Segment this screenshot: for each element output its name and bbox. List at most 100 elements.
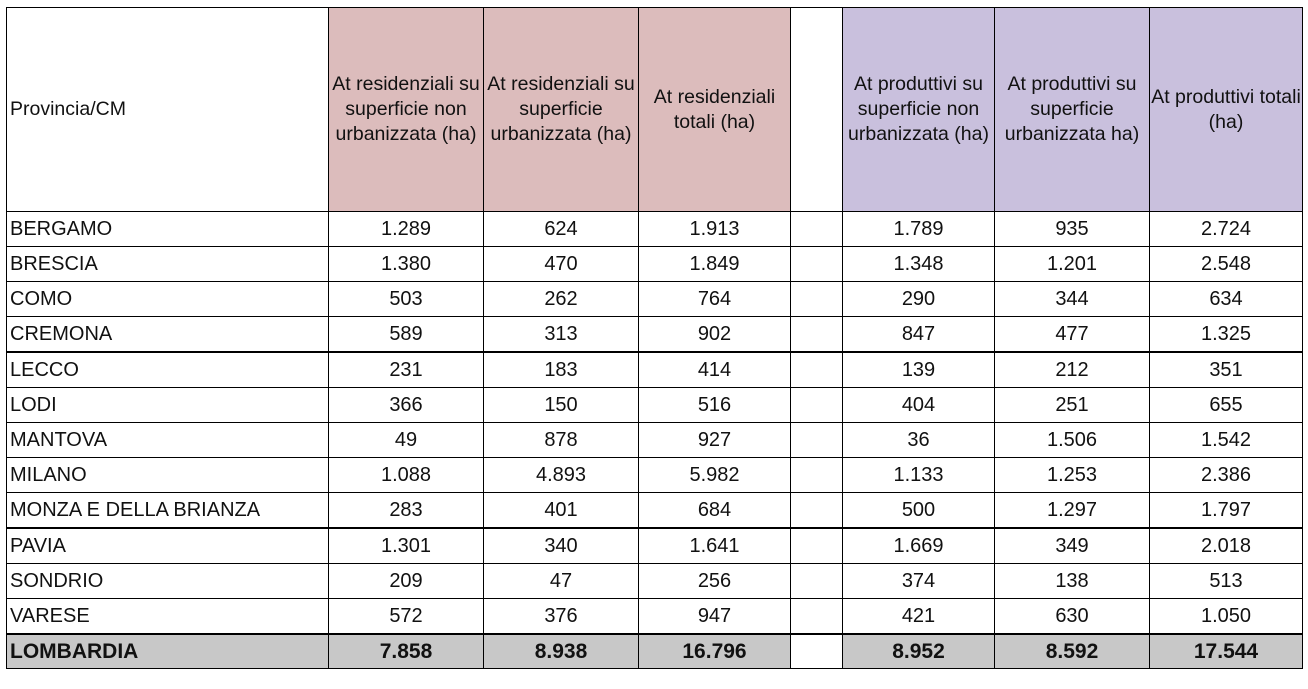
cell-res-non-urb: 231 bbox=[328, 351, 484, 388]
cell-prod-non-urb: 1.669 bbox=[842, 527, 995, 564]
table-row: MILANO 1.088 4.893 5.982 1.133 1.253 2.3… bbox=[6, 457, 1303, 493]
cell-res-urb: 401 bbox=[483, 492, 639, 529]
cell-provincia: VARESE bbox=[6, 598, 329, 635]
cell-prod-urb: 212 bbox=[994, 351, 1150, 388]
cell-res-urb: 313 bbox=[483, 316, 639, 353]
cell-prod-urb: 138 bbox=[994, 563, 1150, 599]
cell-res-tot: 684 bbox=[638, 492, 791, 529]
cell-spacer bbox=[790, 281, 843, 317]
cell-provincia: BERGAMO bbox=[6, 211, 329, 247]
cell-spacer bbox=[790, 563, 843, 599]
cell-prod-non-urb: 36 bbox=[842, 422, 995, 458]
cell-total-prod-tot: 17.544 bbox=[1149, 633, 1303, 669]
cell-res-non-urb: 1.289 bbox=[328, 211, 484, 247]
cell-res-urb: 624 bbox=[483, 211, 639, 247]
table-row: BERGAMO 1.289 624 1.913 1.789 935 2.724 bbox=[6, 211, 1303, 247]
cell-res-urb: 150 bbox=[483, 387, 639, 423]
header-res-totali: At residenziali totali (ha) bbox=[638, 7, 791, 212]
cell-spacer bbox=[790, 598, 843, 635]
table-row: CREMONA 589 313 902 847 477 1.325 bbox=[6, 316, 1303, 353]
cell-prod-urb: 1.253 bbox=[994, 457, 1150, 493]
cell-res-urb: 340 bbox=[483, 527, 639, 564]
cell-res-tot: 516 bbox=[638, 387, 791, 423]
cell-prod-tot: 655 bbox=[1149, 387, 1303, 423]
cell-res-non-urb: 283 bbox=[328, 492, 484, 529]
data-table-container: Provincia/CM At residenziali su superfic… bbox=[6, 7, 1303, 669]
cell-prod-non-urb: 1.133 bbox=[842, 457, 995, 493]
cell-prod-non-urb: 500 bbox=[842, 492, 995, 529]
cell-res-tot: 764 bbox=[638, 281, 791, 317]
table-row: LECCO 231 183 414 139 212 351 bbox=[6, 351, 1303, 388]
header-row: Provincia/CM At residenziali su superfic… bbox=[6, 7, 1303, 212]
cell-prod-urb: 1.201 bbox=[994, 246, 1150, 282]
data-table: Provincia/CM At residenziali su superfic… bbox=[6, 7, 1303, 669]
table-header: Provincia/CM At residenziali su superfic… bbox=[6, 7, 1303, 212]
header-res-urbanizzata: At residenziali su superficie urbanizzat… bbox=[483, 7, 639, 212]
cell-res-tot: 414 bbox=[638, 351, 791, 388]
cell-res-urb: 47 bbox=[483, 563, 639, 599]
cell-res-non-urb: 572 bbox=[328, 598, 484, 635]
cell-prod-tot: 2.018 bbox=[1149, 527, 1303, 564]
cell-total-prod-urb: 8.592 bbox=[994, 633, 1150, 669]
cell-prod-non-urb: 1.789 bbox=[842, 211, 995, 247]
table-row: MANTOVA 49 878 927 36 1.506 1.542 bbox=[6, 422, 1303, 458]
cell-prod-urb: 1.506 bbox=[994, 422, 1150, 458]
cell-prod-tot: 1.050 bbox=[1149, 598, 1303, 635]
cell-prod-non-urb: 1.348 bbox=[842, 246, 995, 282]
cell-res-urb: 470 bbox=[483, 246, 639, 282]
cell-prod-non-urb: 404 bbox=[842, 387, 995, 423]
cell-res-non-urb: 366 bbox=[328, 387, 484, 423]
cell-prod-tot: 634 bbox=[1149, 281, 1303, 317]
cell-spacer bbox=[790, 316, 843, 353]
cell-prod-urb: 477 bbox=[994, 316, 1150, 353]
cell-prod-tot: 1.325 bbox=[1149, 316, 1303, 353]
cell-spacer bbox=[790, 387, 843, 423]
cell-provincia: SONDRIO bbox=[6, 563, 329, 599]
cell-prod-tot: 2.548 bbox=[1149, 246, 1303, 282]
cell-res-non-urb: 1.088 bbox=[328, 457, 484, 493]
cell-prod-tot: 2.386 bbox=[1149, 457, 1303, 493]
cell-total-label: LOMBARDIA bbox=[6, 633, 329, 669]
cell-spacer bbox=[790, 351, 843, 388]
cell-res-tot: 1.641 bbox=[638, 527, 791, 564]
cell-res-urb: 262 bbox=[483, 281, 639, 317]
cell-provincia: COMO bbox=[6, 281, 329, 317]
header-provincia: Provincia/CM bbox=[6, 7, 329, 212]
cell-res-tot: 902 bbox=[638, 316, 791, 353]
cell-prod-non-urb: 847 bbox=[842, 316, 995, 353]
cell-spacer bbox=[790, 246, 843, 282]
table-row: MONZA E DELLA BRIANZA 283 401 684 500 1.… bbox=[6, 492, 1303, 529]
cell-prod-non-urb: 421 bbox=[842, 598, 995, 635]
header-spacer bbox=[790, 7, 843, 212]
cell-res-urb: 4.893 bbox=[483, 457, 639, 493]
cell-provincia: PAVIA bbox=[6, 527, 329, 564]
header-prod-non-urbanizzata: At produttivi su superficie non urbanizz… bbox=[842, 7, 995, 212]
table-row: BRESCIA 1.380 470 1.849 1.348 1.201 2.54… bbox=[6, 246, 1303, 282]
cell-spacer bbox=[790, 422, 843, 458]
cell-spacer bbox=[790, 457, 843, 493]
cell-provincia: LECCO bbox=[6, 351, 329, 388]
cell-total-res-tot: 16.796 bbox=[638, 633, 791, 669]
header-prod-totali: At produttivi totali (ha) bbox=[1149, 7, 1303, 212]
table-body: BERGAMO 1.289 624 1.913 1.789 935 2.724 … bbox=[6, 211, 1303, 669]
cell-prod-urb: 1.297 bbox=[994, 492, 1150, 529]
cell-res-non-urb: 209 bbox=[328, 563, 484, 599]
cell-prod-non-urb: 139 bbox=[842, 351, 995, 388]
cell-total-prod-non-urb: 8.952 bbox=[842, 633, 995, 669]
cell-prod-tot: 2.724 bbox=[1149, 211, 1303, 247]
cell-provincia: MONZA E DELLA BRIANZA bbox=[6, 492, 329, 529]
cell-prod-urb: 251 bbox=[994, 387, 1150, 423]
cell-prod-tot: 1.542 bbox=[1149, 422, 1303, 458]
cell-total-res-non-urb: 7.858 bbox=[328, 633, 484, 669]
table-row: COMO 503 262 764 290 344 634 bbox=[6, 281, 1303, 317]
cell-spacer bbox=[790, 527, 843, 564]
cell-provincia: MILANO bbox=[6, 457, 329, 493]
header-prod-urbanizzata: At produttivi su superficie urbanizzata … bbox=[994, 7, 1150, 212]
cell-prod-urb: 344 bbox=[994, 281, 1150, 317]
table-row: LODI 366 150 516 404 251 655 bbox=[6, 387, 1303, 423]
cell-res-non-urb: 589 bbox=[328, 316, 484, 353]
cell-spacer bbox=[790, 633, 843, 669]
cell-spacer bbox=[790, 492, 843, 529]
cell-provincia: MANTOVA bbox=[6, 422, 329, 458]
cell-res-tot: 5.982 bbox=[638, 457, 791, 493]
